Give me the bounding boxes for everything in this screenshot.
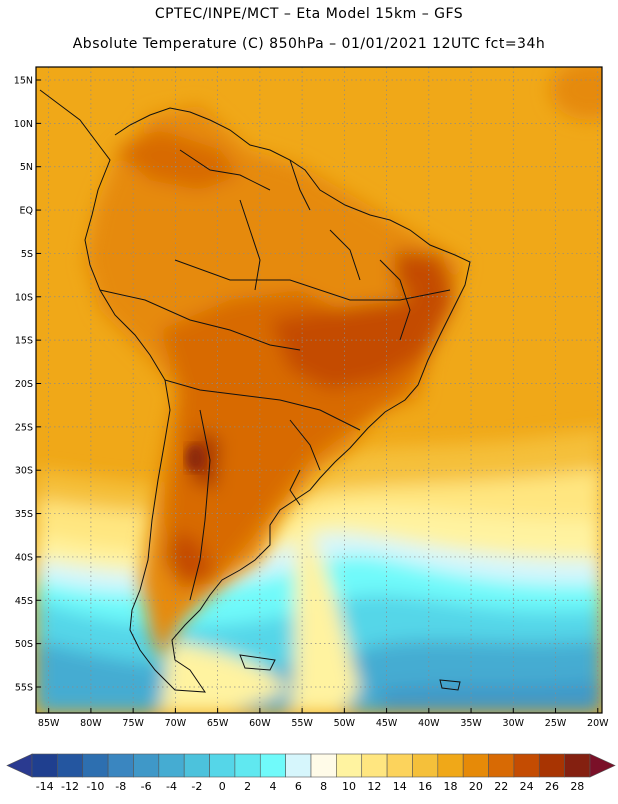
lon-tick-label: 45W [376, 718, 398, 729]
map-frame [35, 66, 603, 714]
lat-tick-label: EQ [20, 206, 33, 217]
lat-tick-label: 5S [21, 249, 33, 260]
lon-tick-label: 55W [291, 718, 313, 729]
colorbar-swatch [412, 753, 439, 778]
colorbar-swatch [183, 753, 210, 778]
colorbar-label: -14 [36, 780, 54, 793]
lat-tick-label: 45S [15, 596, 33, 607]
lat-tick-label: 20S [15, 379, 33, 390]
colorbar-label: 14 [393, 780, 407, 793]
colorbar-swatch [564, 753, 591, 778]
colorbar-swatch [361, 753, 388, 778]
colorbar-label: -10 [86, 780, 104, 793]
colorbar-swatch [259, 753, 286, 778]
lon-tick-label: 65W [207, 718, 229, 729]
title-line-2: Absolute Temperature (C) 850hPa – 01/01/… [72, 36, 546, 52]
colorbar-label: -2 [191, 780, 202, 793]
lat-tick-label: 5N [20, 162, 33, 173]
lat-tick-label: 50S [15, 639, 33, 650]
longitude-axis: 85W 80W 75W 70W 65W 60W 55W 50W 45W 40W 35W 30W 25W 2… [38, 708, 609, 729]
colorbar-swatch [310, 753, 337, 778]
lat-tick-label: 25S [15, 422, 33, 433]
colorbar-over-arrow [589, 753, 616, 778]
colorbar-swatch [538, 753, 565, 778]
colorbar-swatch [158, 753, 185, 778]
lat-tick-label: 40S [15, 552, 33, 563]
lon-tick-label: 35W [460, 718, 482, 729]
lat-tick-label: 15S [15, 336, 33, 347]
colorbar-label: 16 [418, 780, 432, 793]
colorbar-swatch [234, 753, 261, 778]
colorbar-swatch [488, 753, 515, 778]
lon-tick-label: 60W [249, 718, 271, 729]
colorbar-label: 4 [269, 780, 276, 793]
lat-tick-label: 55S [15, 682, 33, 693]
colorbar-swatch [285, 753, 312, 778]
colorbar-under-arrow [6, 753, 33, 778]
colorbar-label: 12 [367, 780, 381, 793]
colorbar-label: 10 [342, 780, 356, 793]
lat-tick-label: 10S [15, 292, 33, 303]
colorbar-label: 22 [494, 780, 508, 793]
colorbar-label: 18 [444, 780, 458, 793]
lon-tick-label: 20W [587, 718, 609, 729]
lat-tick-label: 15N [14, 76, 33, 87]
lon-tick-label: 40W [418, 718, 440, 729]
colorbar-label: -6 [141, 780, 152, 793]
colorbar-swatch [336, 753, 363, 778]
colorbar-swatch [462, 753, 489, 778]
colorbar-label: -4 [166, 780, 177, 793]
coastlines [39, 89, 471, 693]
colorbar-swatch [437, 753, 464, 778]
lat-tick-label: 10N [14, 119, 33, 130]
colorbar-label: 8 [320, 780, 327, 793]
lon-tick-label: 75W [122, 718, 144, 729]
title-line-1: CPTEC/INPE/MCT – Eta Model 15km – GFS [154, 6, 464, 22]
colorbar-swatch [57, 753, 84, 778]
lon-tick-label: 25W [545, 718, 567, 729]
colorbar-label: 26 [545, 780, 559, 793]
colorbar-label: 24 [520, 780, 534, 793]
colorbar-label: 6 [295, 780, 302, 793]
temperature-field [36, 67, 602, 713]
colorbar-label: 0 [219, 780, 226, 793]
lon-tick-label: 85W [38, 718, 60, 729]
colorbar-swatch [31, 753, 58, 778]
lat-tick-label: 35S [15, 509, 33, 520]
lat-tick-label: 30S [15, 466, 33, 477]
colorbar-label: -12 [61, 780, 79, 793]
colorbar-swatch [209, 753, 236, 778]
colorbar-label: 2 [244, 780, 251, 793]
colorbar-swatch [513, 753, 540, 778]
colorbar-label: 20 [469, 780, 483, 793]
colorbar-swatch [82, 753, 109, 778]
colorbar-label: -8 [115, 780, 126, 793]
colorbar: -14 -12 -10 -8 -6 -4 -2 0 2 4 6 8 10 12 14 16 18 20 22 24 26… [6, 753, 616, 793]
colorbar-swatch [107, 753, 134, 778]
lon-tick-label: 80W [80, 718, 102, 729]
colorbar-swatch [386, 753, 413, 778]
lon-tick-label: 70W [165, 718, 187, 729]
colorbar-swatch [133, 753, 160, 778]
latitude-axis: 15N 10N 5N EQ 5S 10S 15S 20S 25S 30S 35S 40S 45S 50S 5… [14, 76, 41, 693]
colorbar-label: 28 [570, 780, 584, 793]
lon-tick-label: 50W [334, 718, 356, 729]
lon-tick-label: 30W [503, 718, 525, 729]
